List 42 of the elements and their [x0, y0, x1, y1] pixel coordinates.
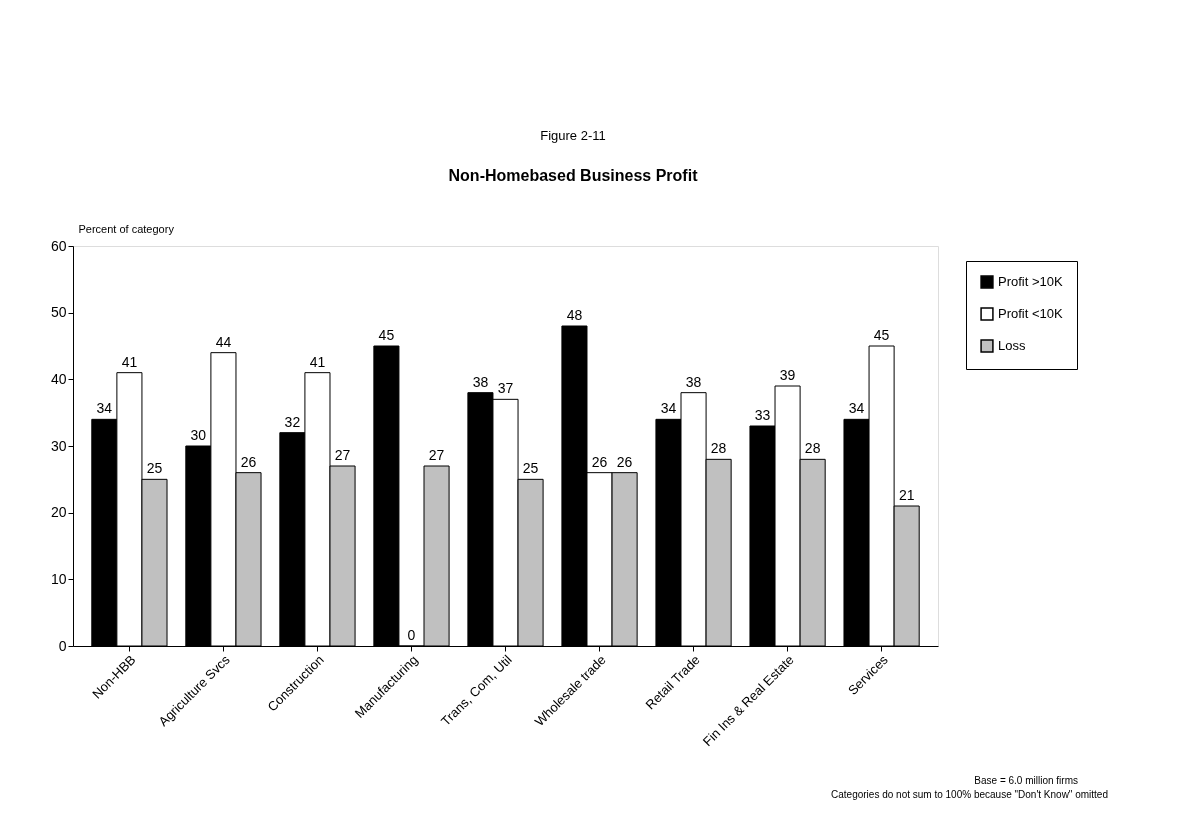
y-tick-label: 60: [50, 237, 67, 254]
data-label: 45: [873, 327, 890, 343]
legend-label: Profit >10K: [998, 274, 1064, 289]
data-label: 28: [804, 440, 821, 457]
legend-label: Loss: [998, 338, 1026, 353]
y-tick-label: 10: [50, 570, 67, 587]
data-label: 48: [566, 307, 583, 323]
data-label: 25: [146, 460, 163, 477]
text: Base = 6.0 million firms: [974, 775, 1078, 786]
data-label: 44: [215, 333, 232, 350]
data-label: 34: [660, 400, 677, 417]
data-label: 26: [616, 453, 633, 470]
data-label: 38: [685, 373, 702, 390]
text: Categories do not sum to 100% because "Don't Know" omitted: [831, 789, 1108, 800]
data-label: 0: [407, 627, 416, 643]
caption: Figure 2-11: [540, 128, 606, 143]
data-label: 28: [710, 440, 727, 457]
data-label: 26: [591, 453, 608, 470]
data-label: 45: [378, 327, 395, 343]
y-tick-label: 20: [50, 504, 67, 521]
data-label: 33: [754, 407, 771, 423]
data-label: 37: [497, 380, 514, 397]
data-label: 41: [121, 353, 138, 370]
y-tick-label: 50: [50, 304, 67, 321]
data-label: 34: [96, 400, 113, 417]
chart-title: Non-Homebased Business Profit: [448, 167, 699, 184]
data-label: 41: [309, 353, 326, 370]
data-label: 27: [334, 447, 351, 463]
y-tick-label: 0: [58, 637, 67, 654]
data-label: 34: [848, 400, 865, 417]
data-label: 38: [472, 373, 489, 390]
data-label: 39: [779, 367, 796, 383]
y-tick-label: 30: [50, 437, 67, 454]
data-label: 30: [190, 427, 207, 443]
legend-label: Profit <10K: [998, 306, 1064, 321]
y-axis-title: Percent of category: [78, 222, 175, 235]
data-label: 21: [898, 487, 915, 503]
y-tick-label: 40: [50, 370, 67, 387]
data-label: 26: [240, 453, 257, 470]
data-label: 25: [522, 460, 539, 477]
data-label: 27: [428, 447, 445, 463]
data-label: 32: [284, 413, 301, 430]
